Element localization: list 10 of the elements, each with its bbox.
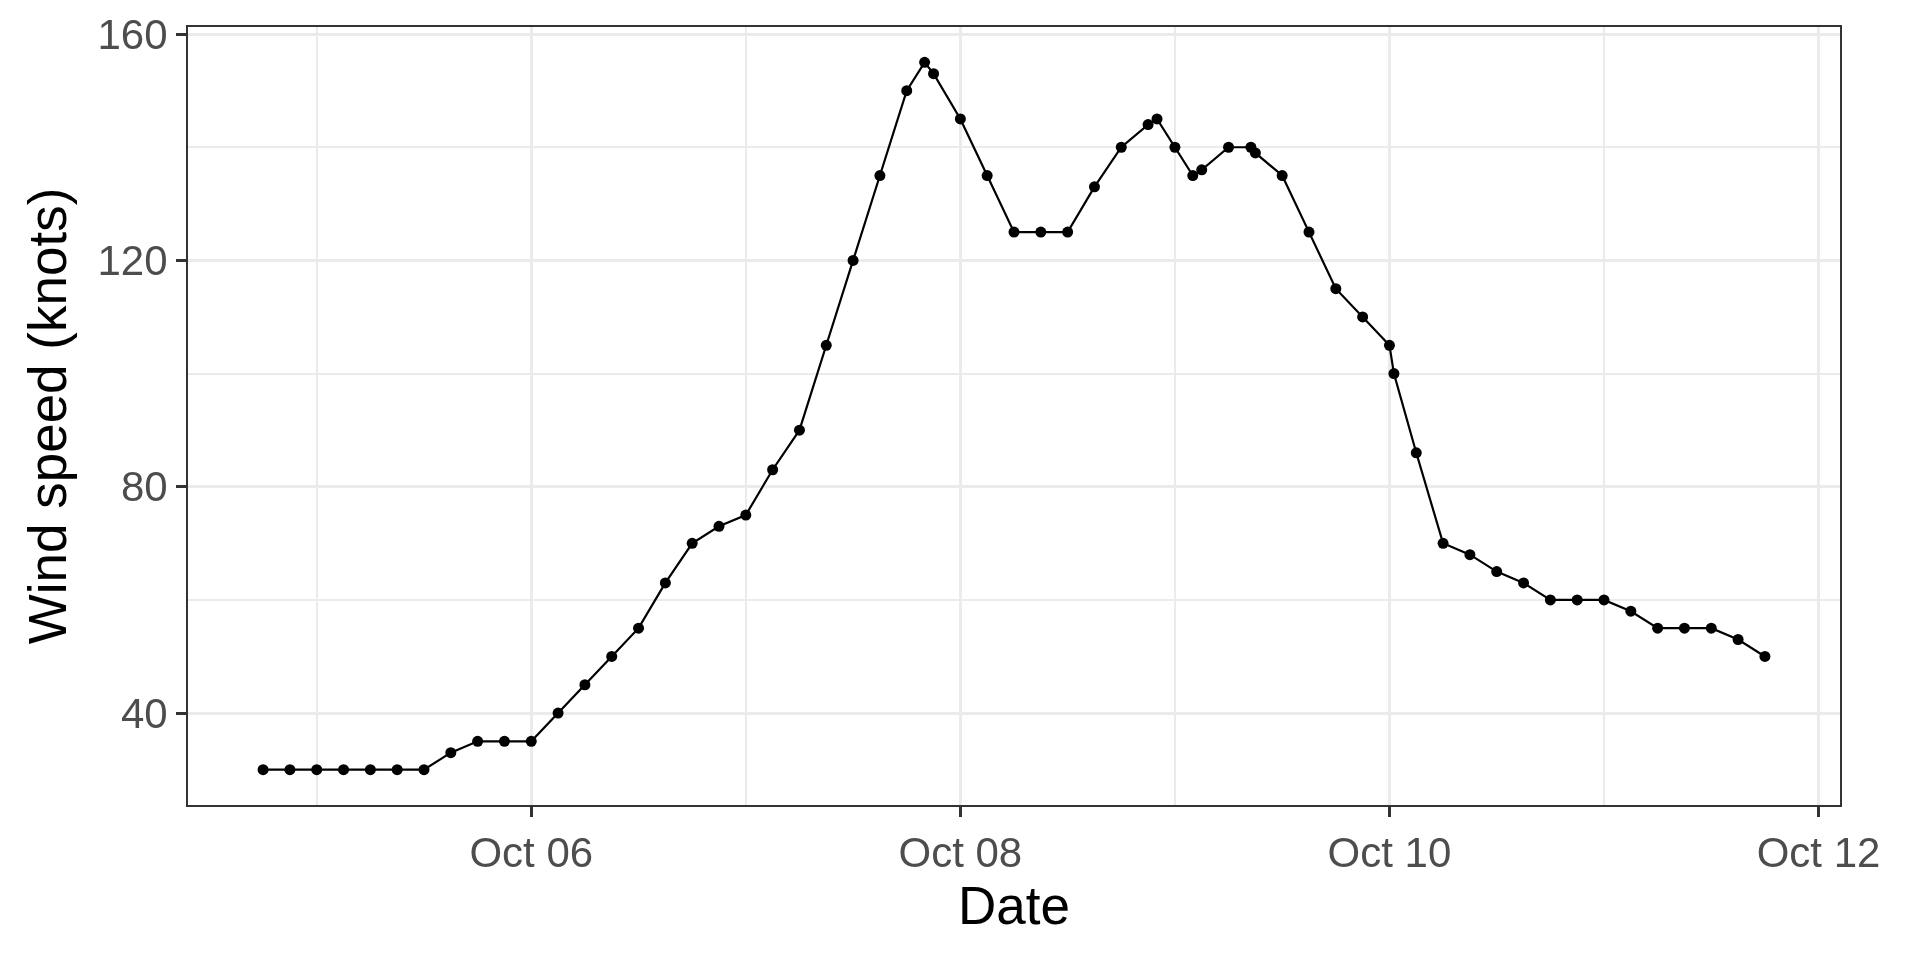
y-tick-label: 40: [120, 689, 168, 737]
x-axis-title: Date: [958, 876, 1070, 936]
y-tick-label: 120: [97, 237, 168, 285]
y-axis-title: Wind speed (knots): [17, 187, 77, 645]
x-tick-label: Oct 10: [1327, 829, 1452, 877]
y-tick-label: 80: [120, 463, 168, 511]
x-tick-label: Oct 06: [469, 829, 594, 877]
y-tick-label: 160: [97, 10, 168, 58]
x-tick-label: Oct 12: [1756, 829, 1881, 877]
x-tick-label: Oct 08: [898, 829, 1023, 877]
